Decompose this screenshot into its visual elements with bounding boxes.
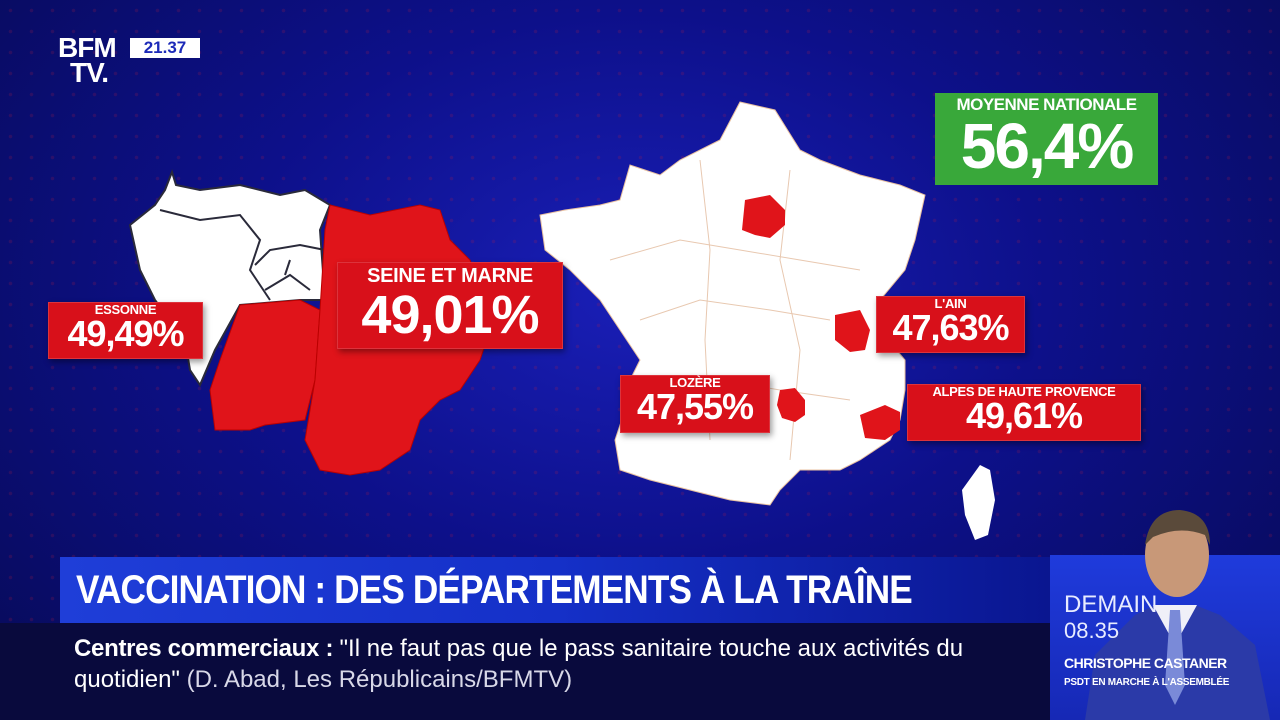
label-essonne: ESSONNE 49,49% — [48, 302, 203, 359]
national-average-value: 56,4% — [960, 110, 1134, 182]
headline-text: VACCINATION : DES DÉPARTEMENTS À LA TRAÎ… — [76, 568, 913, 612]
department-name: L'AIN — [934, 296, 967, 311]
ticker-separator: : — [319, 635, 340, 662]
national-average-box: MOYENNE NATIONALE 56,4% — [935, 93, 1158, 185]
logo-text-tv: TV. — [70, 57, 109, 88]
headline-banner: VACCINATION : DES DÉPARTEMENTS À LA TRAÎ… — [60, 557, 1050, 623]
department-name: SEINE ET MARNE — [367, 265, 533, 287]
national-average-label: MOYENNE NATIONALE — [956, 95, 1137, 114]
promo-guest-role: PSDT EN MARCHE À L'ASSEMBLÉE — [1064, 677, 1230, 688]
label-alpes-de-haute-provence: ALPES DE HAUTE PROVENCE 49,61% — [907, 384, 1141, 441]
department-value: 49,01% — [361, 285, 539, 345]
logo-text-bfm: BFM — [58, 32, 117, 63]
ticker-topic: Centres commerciaux — [74, 635, 320, 662]
promo-day: DEMAIN — [1064, 591, 1158, 618]
bfmtv-logo: BFM TV. — [58, 32, 117, 88]
label-lozere: LOZÈRE 47,55% — [620, 375, 770, 433]
department-name: ALPES DE HAUTE PROVENCE — [932, 384, 1116, 399]
department-name: ESSONNE — [94, 302, 157, 317]
ticker-source: (D. Abad, Les Républicains/BFMTV) — [186, 666, 573, 693]
department-value: 47,63% — [892, 307, 1009, 348]
department-value: 49,49% — [67, 313, 184, 354]
department-name: LOZÈRE — [669, 375, 721, 390]
ticker-quote: "Il ne faut pas que le pass sanitaire to… — [74, 635, 964, 693]
label-ain: L'AIN 47,63% — [876, 296, 1025, 353]
clock: 21.37 — [130, 38, 200, 58]
promo-guest-name: CHRISTOPHE CASTANER — [1064, 655, 1227, 671]
guest-photo — [1085, 510, 1270, 720]
department-value: 47,55% — [636, 386, 754, 427]
maps-graphic — [128, 101, 926, 506]
news-ticker: Centres commerciaux : "Il ne faut pas qu… — [74, 633, 1054, 695]
label-seine-et-marne: SEINE ET MARNE 49,01% — [337, 262, 563, 349]
department-value: 49,61% — [965, 395, 1083, 436]
promo-time: 08.35 — [1064, 618, 1120, 643]
